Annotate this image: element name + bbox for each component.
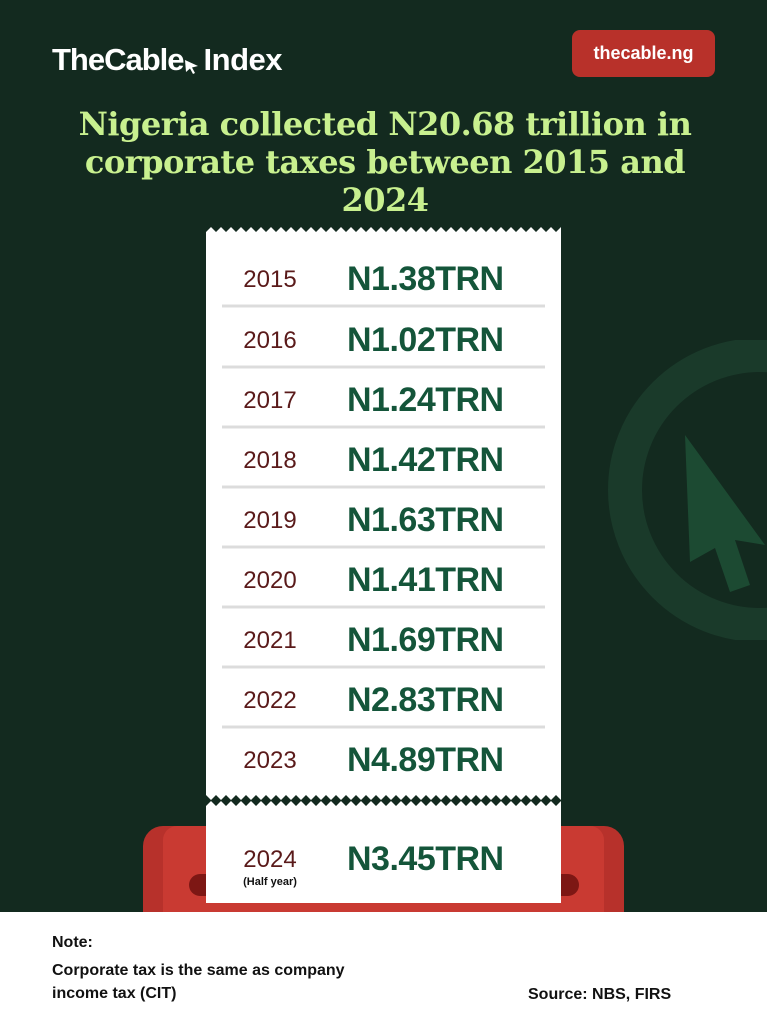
year-label: 2019 (243, 507, 296, 534)
table-row: 2016 N1.02TRN (222, 321, 545, 369)
tax-value-label: N1.24TRN (347, 381, 504, 419)
year-label: 2023 (243, 747, 296, 774)
table-row: 2023 N4.89TRN (243, 741, 504, 779)
table-row: 2019 N1.63TRN (222, 501, 545, 549)
receipt-paper-lower (206, 801, 561, 903)
site-label: thecable.ng (593, 43, 694, 63)
table-row: 2022 N2.83TRN (222, 681, 545, 729)
tax-value-label: N2.83TRN (347, 681, 504, 719)
year-label: 2016 (243, 327, 296, 354)
table-row: 2017 N1.24TRN (222, 381, 545, 429)
tax-value-label: N3.45TRN (347, 840, 504, 878)
table-row: 2015 N1.38TRN (222, 260, 545, 308)
year-label: 2024 (243, 846, 296, 873)
tax-value-label: N1.02TRN (347, 321, 504, 359)
table-row: 2024 (Half year) N3.45TRN (243, 840, 504, 888)
tax-value-label: N1.63TRN (347, 501, 504, 539)
brand-product: Index (203, 42, 283, 77)
year-label: 2017 (243, 387, 296, 414)
footer: Note: Corporate tax is the same as compa… (0, 912, 767, 1024)
receipt-paper-upper (206, 227, 561, 800)
year-note: (Half year) (243, 876, 297, 888)
table-row: 2018 N1.42TRN (222, 441, 545, 489)
site-badge[interactable]: thecable.ng (572, 30, 715, 77)
tax-value-label: N1.69TRN (347, 621, 504, 659)
tax-value-label: N4.89TRN (347, 741, 504, 779)
year-label: 2020 (243, 567, 296, 594)
infographic-poster: TheCable Index thecable.ng Nigeria colle… (0, 0, 767, 912)
source-credit: Source: NBS, FIRS (528, 986, 672, 1003)
tax-value-label: N1.38TRN (347, 260, 504, 298)
brand-logo: TheCable Index (52, 40, 283, 80)
chart-title: Nigeria collected N20.68 trillion in cor… (78, 105, 692, 219)
receipt-chart: 2015 N1.38TRN 2016 N1.02TRN 2017 N1.24TRN 2018… (206, 227, 561, 903)
note-text: Corporate tax is the same as company inc… (52, 962, 345, 1002)
year-label: 2015 (243, 266, 296, 293)
cursor-arrow-icon (184, 60, 198, 74)
year-label: 2021 (243, 627, 296, 654)
thecable-index-watermark-logo (608, 340, 767, 640)
note-label: Note: (52, 934, 93, 951)
brand-name: TheCable (52, 42, 185, 77)
tax-value-label: N1.41TRN (347, 561, 504, 599)
table-row: 2020 N1.41TRN (222, 561, 545, 609)
tax-value-label: N1.42TRN (347, 441, 504, 479)
year-label: 2022 (243, 687, 296, 714)
table-row: 2021 N1.69TRN (222, 621, 545, 669)
year-label: 2018 (243, 447, 296, 474)
